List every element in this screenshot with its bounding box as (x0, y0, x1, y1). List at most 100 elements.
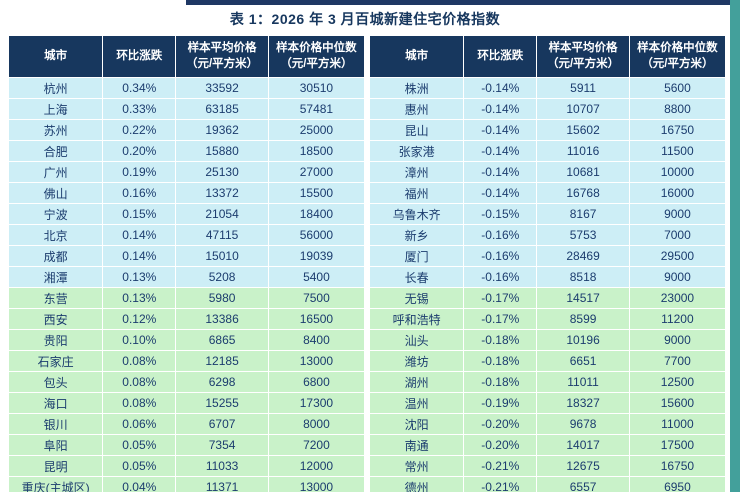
cell-city: 乌鲁木齐 (368, 203, 465, 225)
column-header: 城市 (368, 35, 465, 78)
cell-median-price: 5600 (628, 77, 727, 99)
cell-city: 新乡 (368, 224, 465, 246)
table-row: 新乡 -0.16% 5753 7000 (368, 224, 727, 246)
cell-city: 汕头 (368, 329, 465, 351)
cell-avg-price: 16768 (536, 182, 630, 204)
cell-change: 0.14% (102, 224, 177, 246)
cell-city: 广州 (7, 161, 104, 183)
table-row: 成都 0.14% 15010 19039 (7, 245, 366, 267)
cell-median-price: 7700 (628, 350, 727, 372)
cell-median-price: 11500 (628, 140, 727, 162)
cell-median-price: 8400 (267, 329, 366, 351)
cell-avg-price: 6651 (536, 350, 630, 372)
cell-median-price: 15500 (267, 182, 366, 204)
table-row: 汕头 -0.18% 10196 9000 (368, 329, 727, 351)
cell-median-price: 56000 (267, 224, 366, 246)
cell-median-price: 29500 (628, 245, 727, 267)
cell-change: 0.08% (102, 350, 177, 372)
cell-median-price: 10000 (628, 161, 727, 183)
cell-avg-price: 5911 (536, 77, 630, 99)
cell-median-price: 16000 (628, 182, 727, 204)
column-header: 城市 (7, 35, 104, 78)
cell-city: 贵阳 (7, 329, 104, 351)
cell-median-price: 9000 (628, 203, 727, 225)
cell-change: 0.08% (102, 392, 177, 414)
header-row: 城市 环比涨跌 样本平均价格 （元/平方米） 样本价格中位数 （元/平方米） (7, 35, 366, 78)
cell-change: -0.21% (463, 455, 538, 477)
cell-city: 湖州 (368, 371, 465, 393)
cell-change: -0.19% (463, 392, 538, 414)
column-header: 样本价格中位数 （元/平方米） (267, 35, 366, 78)
cell-city: 株洲 (368, 77, 465, 99)
cell-change: -0.17% (463, 308, 538, 330)
cell-city: 昆明 (7, 455, 104, 477)
cell-change: 0.04% (102, 476, 177, 492)
cell-city: 西安 (7, 308, 104, 330)
cell-city: 湘潭 (7, 266, 104, 288)
cell-median-price: 25000 (267, 119, 366, 141)
cell-avg-price: 12185 (175, 350, 269, 372)
cell-change: 0.08% (102, 371, 177, 393)
column-header: 样本平均价格 （元/平方米） (536, 35, 630, 78)
cell-avg-price: 63185 (175, 98, 269, 120)
cell-avg-price: 12675 (536, 455, 630, 477)
cell-avg-price: 18327 (536, 392, 630, 414)
cell-avg-price: 28469 (536, 245, 630, 267)
table-row: 昆明 0.05% 11033 12000 (7, 455, 366, 477)
cell-city: 长春 (368, 266, 465, 288)
cell-change: 0.34% (102, 77, 177, 99)
cell-city: 合肥 (7, 140, 104, 162)
cell-avg-price: 13372 (175, 182, 269, 204)
cell-change: -0.18% (463, 329, 538, 351)
table-row: 包头 0.08% 6298 6800 (7, 371, 366, 393)
cell-avg-price: 19362 (175, 119, 269, 141)
table-row: 东营 0.13% 5980 7500 (7, 287, 366, 309)
cell-change: -0.18% (463, 350, 538, 372)
cell-median-price: 15600 (628, 392, 727, 414)
cell-change: 0.14% (102, 245, 177, 267)
table-row: 重庆(主城区) 0.04% 11371 13000 (7, 476, 366, 492)
cell-median-price: 27000 (267, 161, 366, 183)
column-header: 样本价格中位数 （元/平方米） (628, 35, 727, 78)
cell-avg-price: 11033 (175, 455, 269, 477)
cell-avg-price: 11371 (175, 476, 269, 492)
cell-city: 常州 (368, 455, 465, 477)
cell-city: 银川 (7, 413, 104, 435)
table-row: 惠州 -0.14% 10707 8800 (368, 98, 727, 120)
table-row: 合肥 0.20% 15880 18500 (7, 140, 366, 162)
table-row: 苏州 0.22% 19362 25000 (7, 119, 366, 141)
cell-median-price: 17300 (267, 392, 366, 414)
cell-change: 0.10% (102, 329, 177, 351)
cell-median-price: 12500 (628, 371, 727, 393)
table-row: 石家庄 0.08% 12185 13000 (7, 350, 366, 372)
cell-city: 呼和浩特 (368, 308, 465, 330)
cell-avg-price: 10196 (536, 329, 630, 351)
column-header: 环比涨跌 (463, 35, 538, 78)
cell-change: -0.16% (463, 224, 538, 246)
column-header: 样本平均价格 （元/平方米） (175, 35, 269, 78)
cell-median-price: 7500 (267, 287, 366, 309)
cell-change: 0.05% (102, 455, 177, 477)
cell-avg-price: 14517 (536, 287, 630, 309)
cell-change: 0.20% (102, 140, 177, 162)
cell-city: 上海 (7, 98, 104, 120)
tables-container: 城市 环比涨跌 样本平均价格 （元/平方米） 样本价格中位数 （元/平方米） 杭州 0.3… (0, 35, 740, 492)
cell-city: 佛山 (7, 182, 104, 204)
cell-avg-price: 5753 (536, 224, 630, 246)
cell-avg-price: 15880 (175, 140, 269, 162)
cell-city: 成都 (7, 245, 104, 267)
cell-avg-price: 25130 (175, 161, 269, 183)
table-row: 湖州 -0.18% 11011 12500 (368, 371, 727, 393)
cell-avg-price: 33592 (175, 77, 269, 99)
cell-median-price: 5400 (267, 266, 366, 288)
cell-avg-price: 15602 (536, 119, 630, 141)
price-table-left: 城市 环比涨跌 样本平均价格 （元/平方米） 样本价格中位数 （元/平方米） 杭州 0.3… (7, 35, 366, 492)
table-row: 张家港 -0.14% 11016 11500 (368, 140, 727, 162)
cell-change: 0.22% (102, 119, 177, 141)
column-header: 环比涨跌 (102, 35, 177, 78)
cell-city: 宁波 (7, 203, 104, 225)
right-edge-strip (730, 0, 740, 492)
cell-avg-price: 11011 (536, 371, 630, 393)
cell-city: 阜阳 (7, 434, 104, 456)
table-row: 潍坊 -0.18% 6651 7700 (368, 350, 727, 372)
